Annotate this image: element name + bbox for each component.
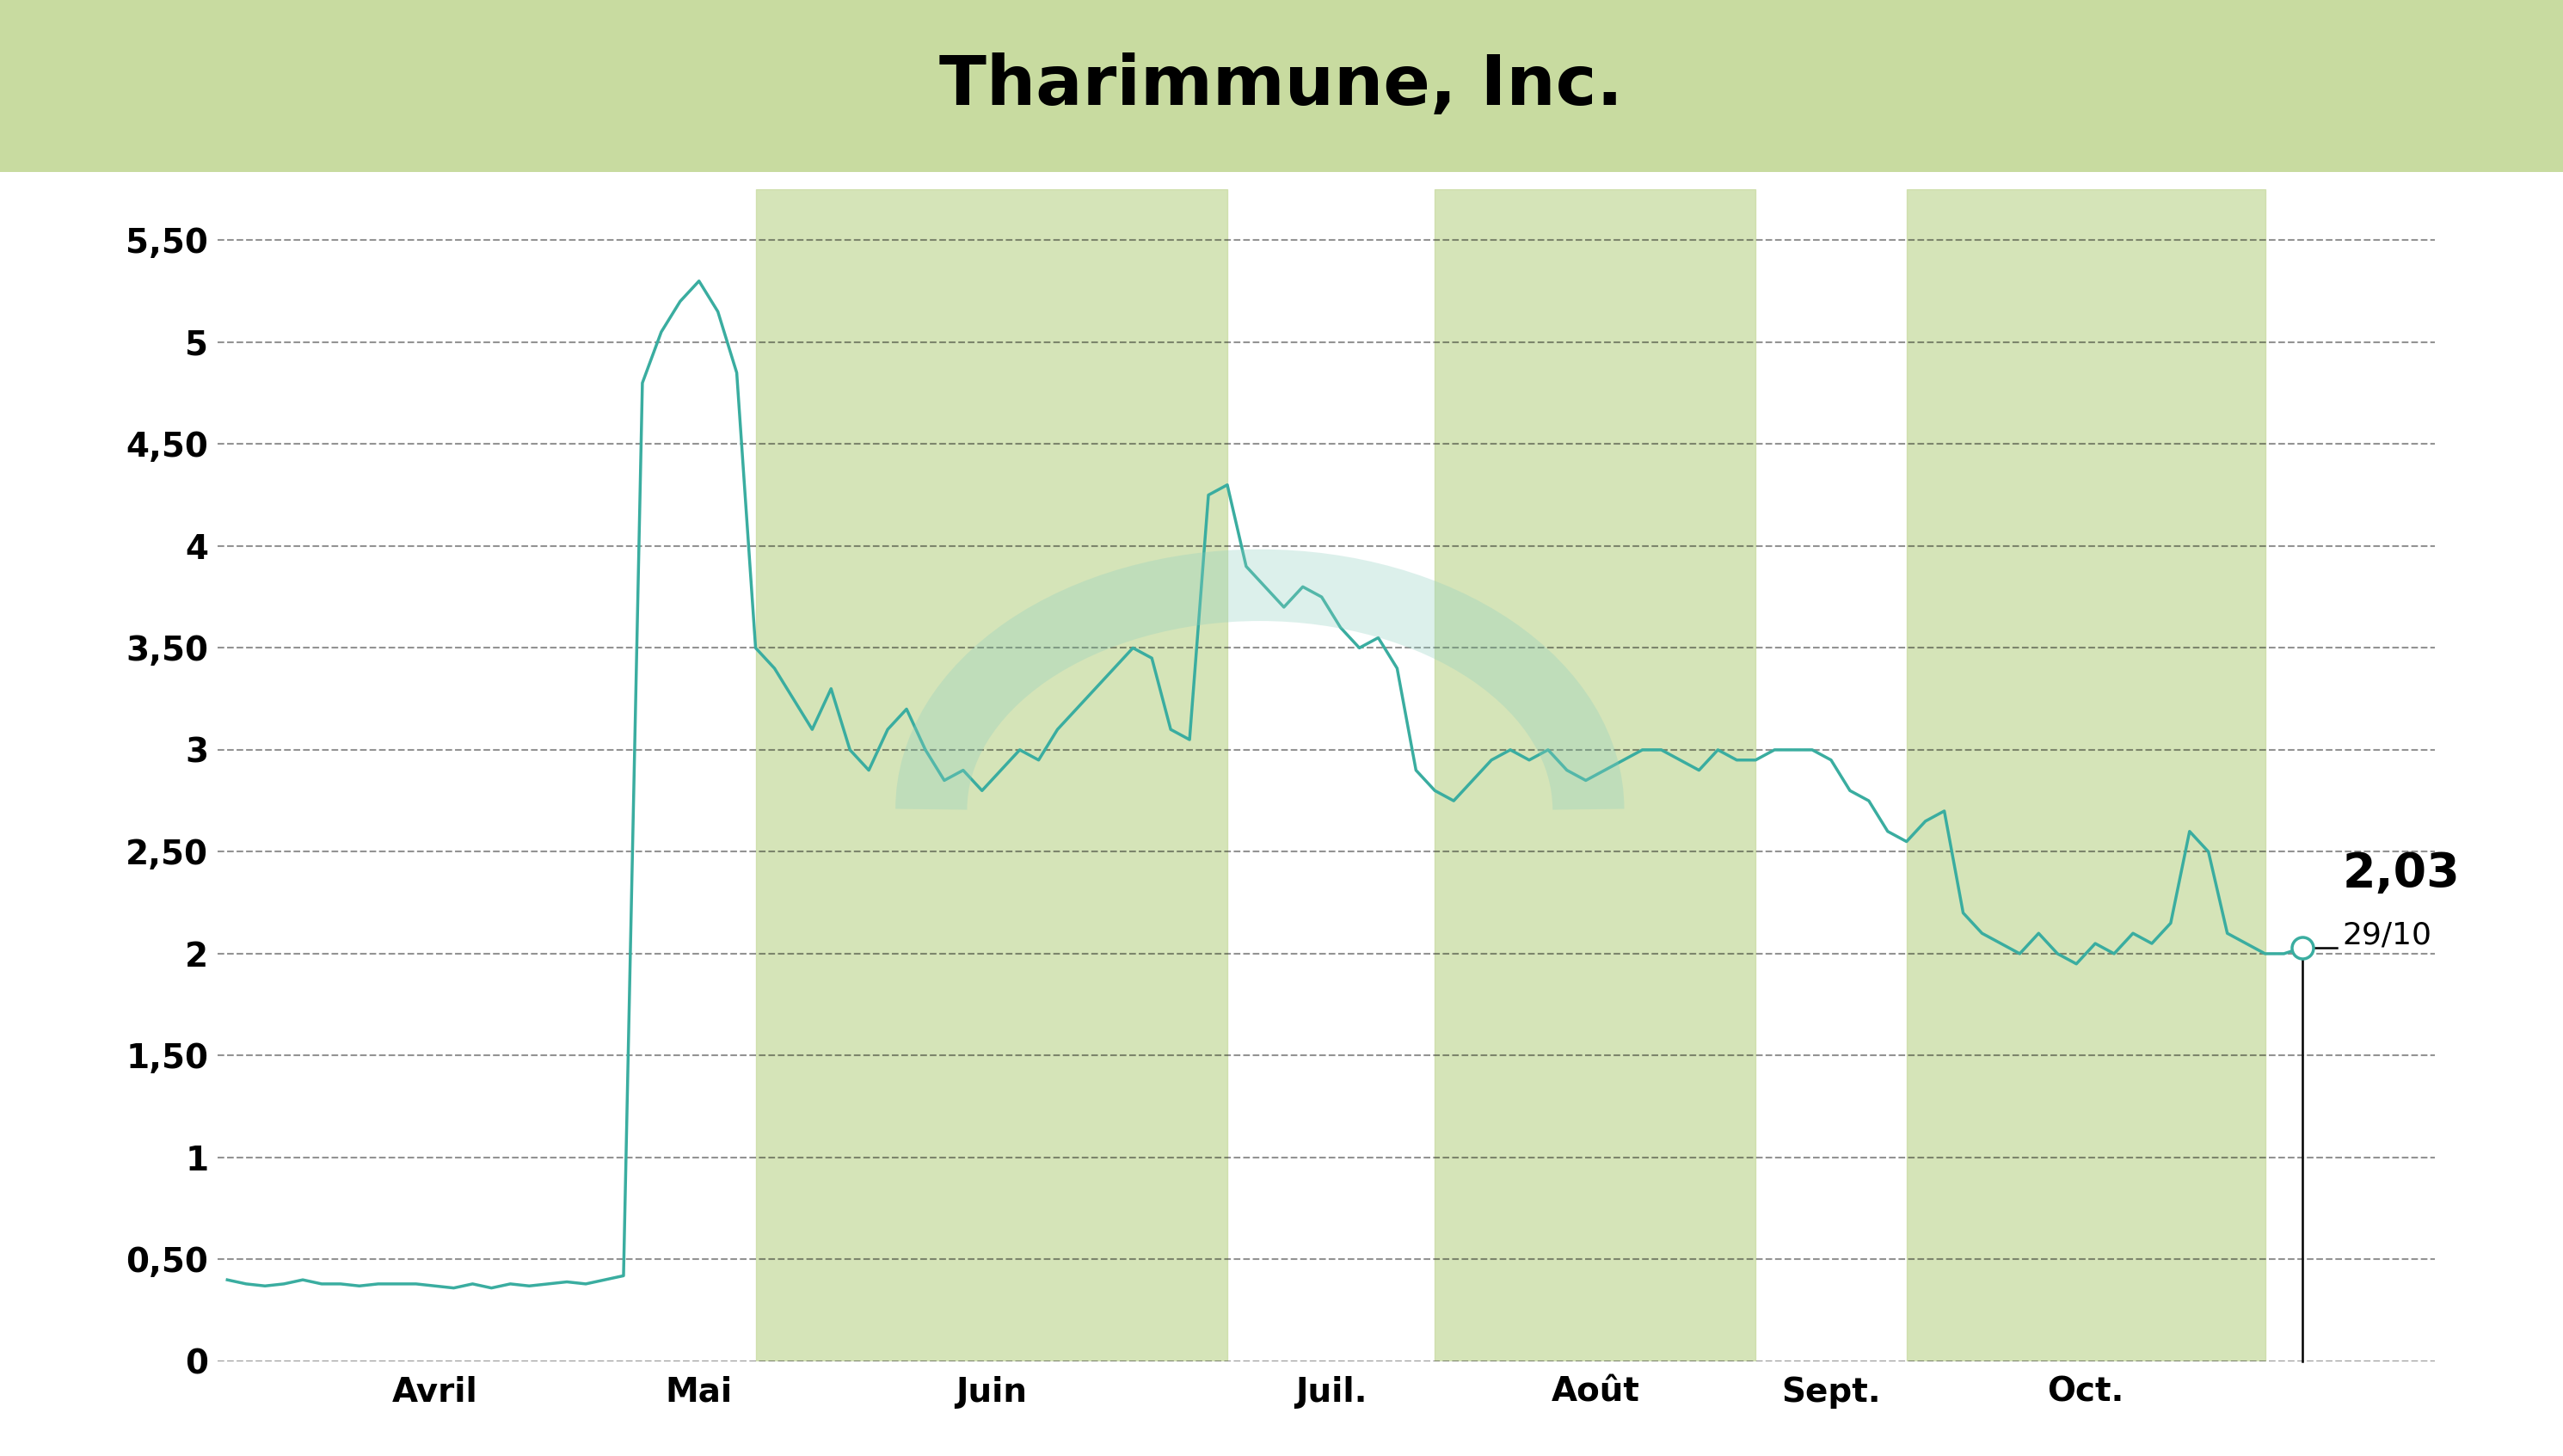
Text: 2,03: 2,03 [2343, 850, 2460, 897]
Bar [756, 189, 1228, 1361]
Text: 29/10: 29/10 [2343, 920, 2432, 949]
Bar [1435, 189, 1756, 1361]
Text: Tharimmune, Inc.: Tharimmune, Inc. [941, 52, 1622, 119]
Bar [1907, 189, 2266, 1361]
